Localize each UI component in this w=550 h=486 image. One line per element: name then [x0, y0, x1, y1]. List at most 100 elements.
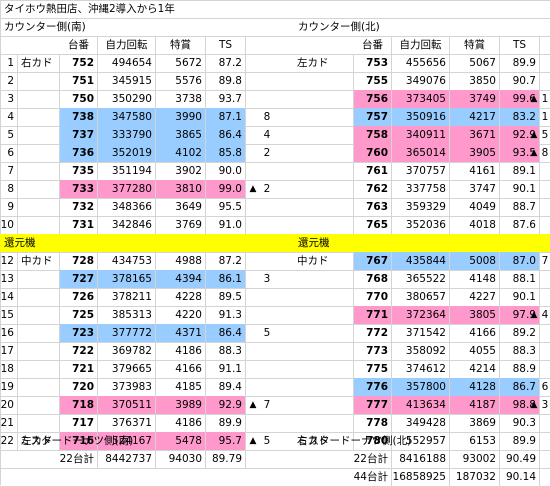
position-tag [18, 378, 60, 396]
ts-value: 90.3 [500, 414, 540, 432]
right-total-ts: 90.49 [500, 450, 540, 468]
grand-total-label: 44台計 [336, 468, 392, 486]
machine-number: 761 [354, 162, 392, 180]
negative-marker-icon [528, 360, 540, 378]
rank-number [540, 414, 550, 432]
left-machine-row: 19 720 373983 4185 89.4 [0, 378, 550, 396]
position-tag [18, 342, 60, 360]
negative-marker-icon [528, 342, 540, 360]
spin-count: 348366 [98, 198, 156, 216]
machine-number: 736 [60, 144, 98, 162]
row-index: 14 [0, 288, 18, 306]
row-index: 18 [0, 360, 18, 378]
spin-count: 373983 [98, 378, 156, 396]
negative-marker-icon [528, 432, 540, 450]
position-tag: 中カド [18, 252, 60, 270]
position-tag [294, 180, 354, 198]
negative-marker-icon [528, 324, 540, 342]
left-total-tok: 94030 [156, 450, 206, 468]
rank-number [540, 54, 550, 72]
totals-row-2: 44台計 16858925 187032 90.14 [0, 468, 550, 486]
right-machine-row: 758 340911 3671 92.9 ▲ 5 [0, 126, 550, 144]
left-col-header-ts: TS [206, 36, 246, 54]
jackpot-count: 3905 [450, 144, 500, 162]
position-tag [18, 72, 60, 90]
right-col-header-no: 台番 [354, 36, 392, 54]
position-tag [18, 216, 60, 234]
ts-value: 86.1 [206, 270, 246, 288]
negative-marker-icon: ▲ [530, 94, 538, 104]
jackpot-count: 3649 [156, 198, 206, 216]
spin-count: 342846 [98, 216, 156, 234]
machine-number: 776 [354, 378, 392, 396]
left-machine-row: 13 727 378165 4394 86.1 3 [0, 270, 550, 288]
position-tag [18, 198, 60, 216]
position-tag [18, 162, 60, 180]
right-machine-row: 776 357800 4128 86.7 6 [0, 378, 550, 396]
negative-marker-icon: ▲ [249, 436, 257, 446]
negative-marker-icon [528, 378, 540, 396]
spin-count: 333790 [98, 126, 156, 144]
machine-number: 765 [354, 216, 392, 234]
rank-number: 3 [541, 399, 549, 411]
right-machine-row: 770 380657 4227 90.1 [0, 288, 550, 306]
right-machine-row: 756 373405 3749 99.6 ▲ 1 [0, 90, 550, 108]
position-tag [18, 324, 60, 342]
rank-number: 7 [541, 255, 549, 267]
machine-number: 778 [354, 414, 392, 432]
ts-value: 87.6 [500, 216, 540, 234]
ts-value: 88.9 [500, 360, 540, 378]
negative-marker-icon: ▲ [530, 400, 538, 410]
grand-total-ts: 90.14 [500, 468, 540, 486]
ts-value: 97.9 [500, 306, 540, 324]
spin-count: 377280 [98, 180, 156, 198]
right-machine-row: 757 350916 4217 83.2 1 [0, 108, 550, 126]
jackpot-count: 6153 [450, 432, 500, 450]
machine-number: 762 [354, 180, 392, 198]
ts-value: 90.1 [500, 288, 540, 306]
spin-count: 370757 [392, 162, 450, 180]
spin-count: 352019 [98, 144, 156, 162]
machine-number: 767 [354, 252, 392, 270]
spin-count: 374612 [392, 360, 450, 378]
left-machine-row: 2 751 345915 5576 89.8 [0, 72, 550, 90]
machine-number: 738 [60, 108, 98, 126]
position-tag [294, 108, 354, 126]
spin-count: 378211 [98, 288, 156, 306]
position-tag: 左カド [294, 54, 354, 72]
position-tag: 中カド [294, 252, 354, 270]
left-machine-row: 20 718 370511 3989 92.9 ▲ 7 [0, 396, 550, 414]
ts-value: 88.7 [500, 198, 540, 216]
jackpot-count: 3989 [156, 396, 206, 414]
position-tag [18, 288, 60, 306]
left-machine-row: 21 717 376371 4186 89.9 [0, 414, 550, 432]
jackpot-count: 4227 [450, 288, 500, 306]
machine-number: 716 [60, 432, 98, 450]
machine-number: 720 [60, 378, 98, 396]
jackpot-count: 4018 [450, 216, 500, 234]
spin-count: 358092 [392, 342, 450, 360]
rank-number [540, 270, 550, 288]
position-tag [294, 216, 354, 234]
negative-marker-icon [528, 162, 540, 180]
spin-count: 373405 [392, 90, 450, 108]
machine-number: 771 [354, 306, 392, 324]
spin-count: 494654 [98, 54, 156, 72]
left-col-header-tok: 特賞 [156, 36, 206, 54]
negative-marker-icon [528, 270, 540, 288]
spin-count: 372364 [392, 306, 450, 324]
ts-value: 92.9 [206, 396, 246, 414]
negative-marker-icon [528, 414, 540, 432]
row-index: 2 [0, 72, 18, 90]
spin-count: 349428 [392, 414, 450, 432]
right-machine-row: 768 365522 4148 88.1 [0, 270, 550, 288]
row-index: 16 [0, 324, 18, 342]
position-tag [294, 144, 354, 162]
spin-count: 365014 [392, 144, 450, 162]
rank-number [540, 360, 550, 378]
machine-number: 763 [354, 198, 392, 216]
left-machine-row: 14 726 378211 4228 89.5 [0, 288, 550, 306]
row-index: 15 [0, 306, 18, 324]
spin-count: 380657 [392, 288, 450, 306]
left-machine-row: 6 736 352019 4102 85.8 2 [0, 144, 550, 162]
